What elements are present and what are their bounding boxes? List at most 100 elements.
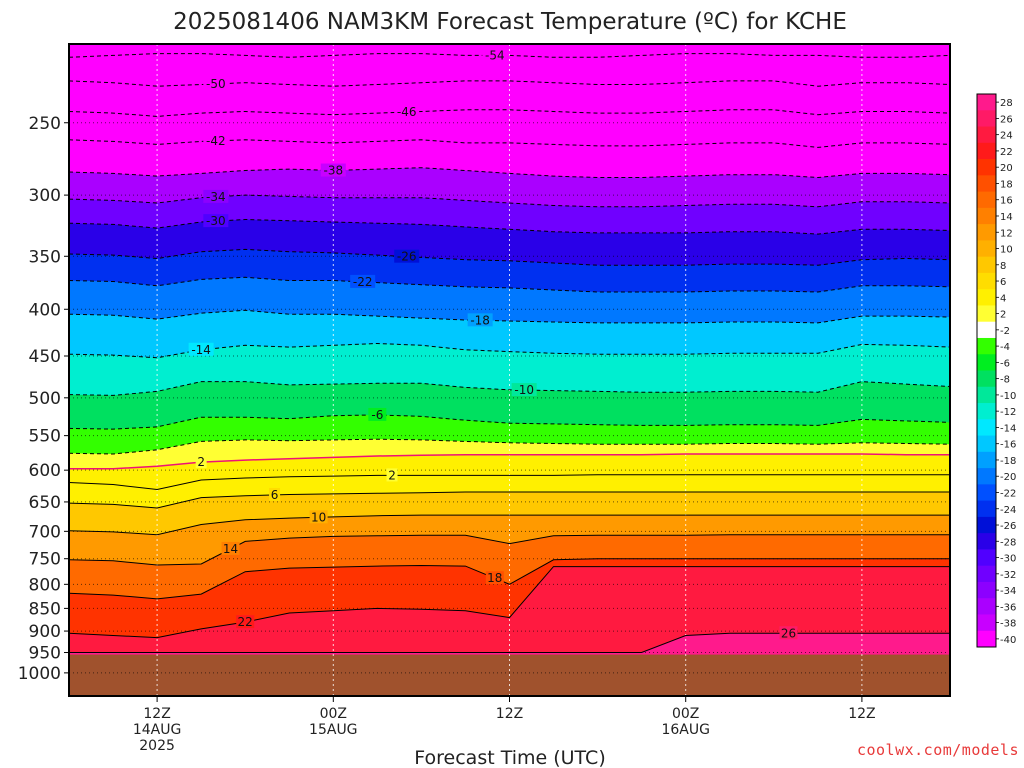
colorbar-swatch-12 bbox=[977, 224, 996, 241]
colorbar-label--8: -8 bbox=[1000, 375, 1010, 386]
contour-label-bg--50 bbox=[203, 76, 229, 90]
colorbar-swatch--16 bbox=[977, 435, 996, 453]
contour-label-26: 26 bbox=[781, 626, 796, 640]
contour-label-bg--46 bbox=[394, 105, 420, 119]
colorbar-swatch-24 bbox=[977, 126, 996, 144]
contour-label-bg--6 bbox=[368, 407, 387, 421]
colorbar-swatch--10 bbox=[977, 386, 996, 404]
colorbar-label-28: 28 bbox=[1000, 98, 1013, 109]
contour-label-2: 2 bbox=[197, 455, 205, 469]
colorbar-label--34: -34 bbox=[1000, 586, 1016, 597]
y-tick-label-650: 650 bbox=[29, 493, 61, 513]
colorbar-label--6: -6 bbox=[1000, 358, 1010, 369]
contour-label--22: -22 bbox=[353, 275, 373, 289]
contour-label--10: -10 bbox=[514, 383, 534, 397]
colorbar-swatch--8 bbox=[977, 370, 996, 388]
colorbar-swatch--18 bbox=[977, 451, 996, 469]
credit-link[interactable]: coolwx.com/models bbox=[857, 741, 1019, 759]
colorbar-swatch-6 bbox=[977, 272, 996, 290]
contour-label-bg-26 bbox=[779, 626, 798, 640]
contour-10 bbox=[69, 514, 950, 536]
colorbar-swatch--34 bbox=[977, 581, 996, 599]
contour-label-bg--38 bbox=[320, 163, 346, 177]
contour-label-18: 18 bbox=[487, 571, 502, 585]
contour--6 bbox=[69, 414, 950, 430]
colorbar-label--28: -28 bbox=[1000, 537, 1016, 548]
x-tick-label-30-0: 12Z bbox=[496, 706, 523, 722]
contour-label--14: -14 bbox=[191, 343, 211, 357]
y-tick-label-1000: 1000 bbox=[18, 664, 61, 684]
contour-label--54: -54 bbox=[485, 48, 505, 62]
contour-label-bg--22 bbox=[350, 274, 376, 288]
y-axis-ticks: 250 300 350 400 450 500 550 600 650 700 750 800 850 9… bbox=[18, 114, 69, 684]
contour-label-bg--34 bbox=[203, 189, 229, 203]
contour-label-bg--10 bbox=[511, 383, 537, 397]
colorbar-label-24: 24 bbox=[1000, 131, 1013, 142]
colorbar-swatch--26 bbox=[977, 516, 996, 534]
contour-18 bbox=[69, 558, 950, 600]
y-tick-label-500: 500 bbox=[29, 389, 61, 409]
colorbar-label--4: -4 bbox=[1000, 342, 1010, 353]
contour-label-bg-10 bbox=[309, 510, 328, 524]
x-tick-label-6-1: 14AUG bbox=[133, 722, 182, 738]
colorbar: 28 26 24 22 20 18 16 14 12 10 8 6 4 2 -2 -4 -6 -8 -10 -12 -1… bbox=[976, 93, 1016, 648]
x-tick-label-6-0: 12Z bbox=[143, 706, 170, 722]
contour-2 bbox=[69, 453, 950, 470]
contour-14 bbox=[69, 534, 950, 566]
contour-label--26: -26 bbox=[397, 250, 417, 264]
contour--14 bbox=[69, 342, 950, 359]
x-tick-label-42-0: 00Z bbox=[672, 706, 699, 722]
y-tick-label-850: 850 bbox=[29, 599, 61, 619]
y-tick-label-900: 900 bbox=[29, 622, 61, 642]
temperature-fill bbox=[69, 44, 950, 696]
contour-label--6: -6 bbox=[371, 408, 383, 422]
contour-label-2: 2 bbox=[388, 468, 396, 482]
contour-label--46: -46 bbox=[397, 105, 417, 119]
colorbar-label--2: -2 bbox=[1000, 326, 1010, 337]
contour-label-bg--26 bbox=[394, 249, 420, 263]
contour-label-bg--18 bbox=[467, 313, 493, 327]
contour-22 bbox=[69, 566, 950, 639]
colorbar-swatch-28 bbox=[977, 94, 996, 111]
colorbar-swatch-20 bbox=[977, 159, 996, 176]
colorbar-swatch-18 bbox=[977, 175, 996, 193]
colorbar-swatch--28 bbox=[977, 533, 996, 550]
colorbar-swatch--30 bbox=[977, 549, 996, 567]
colorbar-label--26: -26 bbox=[1000, 521, 1016, 532]
colorbar-label-4: 4 bbox=[1000, 293, 1006, 304]
colorbar-swatch-10 bbox=[977, 240, 996, 258]
colorbar-swatch--40 bbox=[977, 630, 996, 648]
contour-label-6: 6 bbox=[271, 488, 279, 502]
colorbar-label--32: -32 bbox=[1000, 570, 1016, 581]
y-tick-label-350: 350 bbox=[29, 247, 61, 267]
colorbar-swatch--38 bbox=[977, 614, 996, 632]
colorbar-frame bbox=[976, 93, 997, 648]
contour-label-bg--30 bbox=[203, 214, 229, 228]
colorbar-swatch--36 bbox=[977, 598, 996, 615]
colorbar-label--38: -38 bbox=[1000, 619, 1016, 630]
contour--46 bbox=[69, 109, 950, 117]
colorbar-swatch-26 bbox=[977, 110, 996, 128]
colorbar-label-12: 12 bbox=[1000, 228, 1013, 239]
contour-26 bbox=[69, 632, 950, 653]
y-tick-label-750: 750 bbox=[29, 550, 61, 570]
y-tick-label-950: 950 bbox=[29, 644, 61, 664]
colorbar-swatch-8 bbox=[977, 256, 996, 274]
contour-2 bbox=[69, 474, 950, 491]
colorbar-swatch--4 bbox=[977, 337, 996, 355]
x-tick-label-18-0: 00Z bbox=[320, 706, 347, 722]
colorbar-label--16: -16 bbox=[1000, 440, 1016, 451]
colorbar-label-8: 8 bbox=[1000, 261, 1006, 272]
isotherm-contours bbox=[69, 53, 950, 653]
colorbar-swatch--22 bbox=[977, 484, 996, 502]
contour-label--30: -30 bbox=[206, 214, 226, 228]
colorbar-swatch--2 bbox=[977, 321, 996, 339]
contour-label--38: -38 bbox=[323, 164, 343, 178]
colorbar-label--36: -36 bbox=[1000, 602, 1016, 613]
colorbar-swatch--32 bbox=[977, 565, 996, 583]
y-tick-label-600: 600 bbox=[29, 461, 61, 481]
contour-label-bg-2 bbox=[195, 455, 207, 469]
y-tick-label-300: 300 bbox=[29, 186, 61, 206]
